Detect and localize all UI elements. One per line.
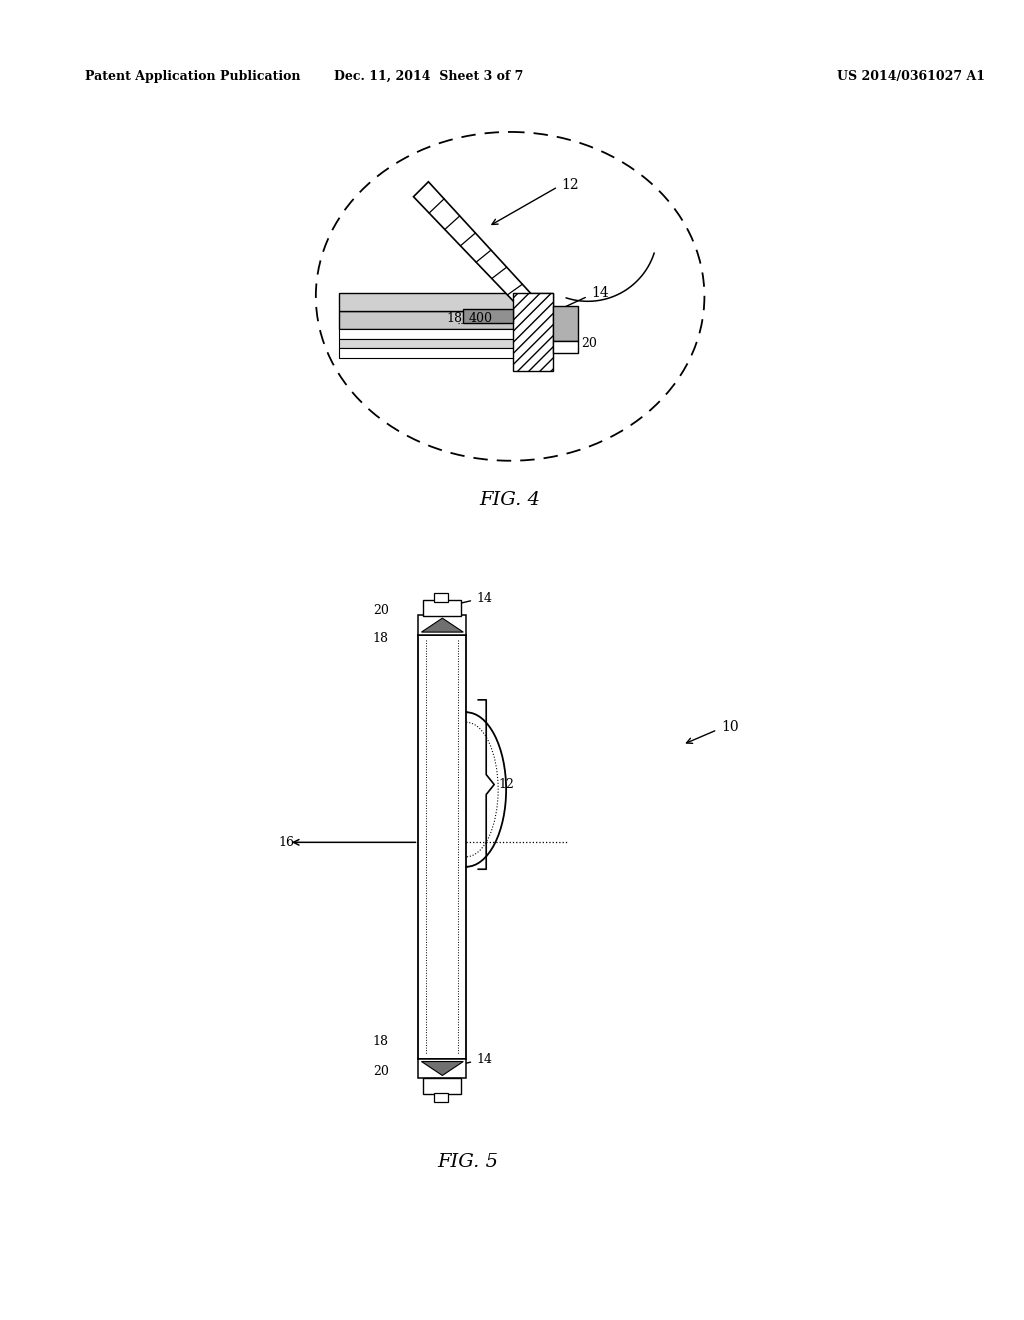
Text: 20: 20 xyxy=(373,1065,388,1078)
Polygon shape xyxy=(422,618,463,632)
Text: 20: 20 xyxy=(581,337,597,350)
Text: 12: 12 xyxy=(498,777,514,791)
Text: 14: 14 xyxy=(476,591,493,605)
Text: 18: 18 xyxy=(446,312,463,325)
Polygon shape xyxy=(414,182,538,312)
Text: Dec. 11, 2014  Sheet 3 of 7: Dec. 11, 2014 Sheet 3 of 7 xyxy=(334,70,523,83)
Bar xyxy=(339,329,553,339)
Text: 14: 14 xyxy=(591,286,608,301)
Bar xyxy=(419,635,466,1059)
Bar xyxy=(424,1078,461,1094)
Bar xyxy=(553,306,578,341)
Bar xyxy=(339,293,553,312)
Text: 400: 400 xyxy=(468,312,493,325)
Text: US 2014/0361027 A1: US 2014/0361027 A1 xyxy=(837,70,985,83)
Text: FIG. 5: FIG. 5 xyxy=(438,1154,499,1171)
Text: 12: 12 xyxy=(561,178,579,191)
Bar xyxy=(424,601,461,616)
Text: 20: 20 xyxy=(373,603,388,616)
Text: FIG. 4: FIG. 4 xyxy=(479,491,541,508)
Text: 14: 14 xyxy=(476,1053,493,1067)
Bar xyxy=(339,348,553,358)
Bar xyxy=(463,309,513,323)
Bar xyxy=(419,1059,466,1078)
Polygon shape xyxy=(422,1061,463,1076)
Text: 18: 18 xyxy=(373,1035,388,1048)
Text: 18: 18 xyxy=(373,631,388,644)
Bar xyxy=(339,312,553,329)
Bar xyxy=(339,339,553,348)
Bar xyxy=(553,341,578,354)
Text: 16: 16 xyxy=(279,836,295,849)
Bar xyxy=(434,1093,449,1102)
Text: Patent Application Publication: Patent Application Publication xyxy=(85,70,300,83)
Bar xyxy=(419,615,466,635)
Bar xyxy=(434,593,449,602)
Polygon shape xyxy=(513,293,553,371)
Text: 10: 10 xyxy=(721,719,739,734)
